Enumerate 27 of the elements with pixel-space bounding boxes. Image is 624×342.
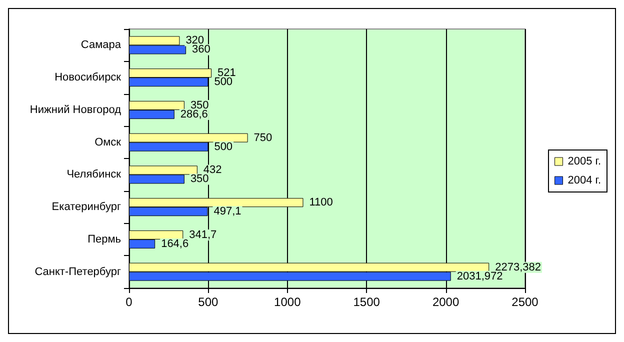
- x-tick-label: 500: [198, 295, 219, 309]
- data-label: 497,1: [214, 206, 242, 218]
- y-tick-label: Екатеринбург: [52, 201, 121, 214]
- data-label: 350: [190, 173, 209, 186]
- data-label: 286,6: [180, 108, 208, 120]
- legend-label: 2005 г.: [568, 156, 602, 168]
- data-label: 500: [214, 140, 233, 153]
- x-tick-label: 0: [126, 295, 133, 309]
- x-tick-label: 1000: [274, 295, 302, 309]
- data-label: 341,7: [189, 228, 217, 241]
- y-tick-label: Нижний Новгород: [30, 104, 122, 116]
- data-label: 750: [254, 132, 272, 144]
- y-tick-label: Самара: [80, 39, 122, 52]
- x-tick-label: 2500: [512, 295, 539, 309]
- data-label: 164,6: [161, 238, 189, 250]
- data-label: 500: [214, 76, 233, 88]
- y-tick-label: Санкт-Петербург: [34, 266, 121, 278]
- y-tick-label: Омск: [94, 136, 122, 148]
- y-tick-label: Пермь: [88, 233, 122, 246]
- y-tick-label: Челябинск: [66, 168, 122, 181]
- data-label: 1100: [309, 196, 333, 209]
- legend-label: 2004 г.: [568, 174, 602, 186]
- data-label: 2031,972: [456, 270, 503, 282]
- data-label: 360: [192, 44, 210, 56]
- x-tick-label: 1500: [353, 295, 380, 309]
- y-tick-label: Новосибирск: [54, 72, 122, 84]
- x-tick-label: 2000: [432, 295, 460, 309]
